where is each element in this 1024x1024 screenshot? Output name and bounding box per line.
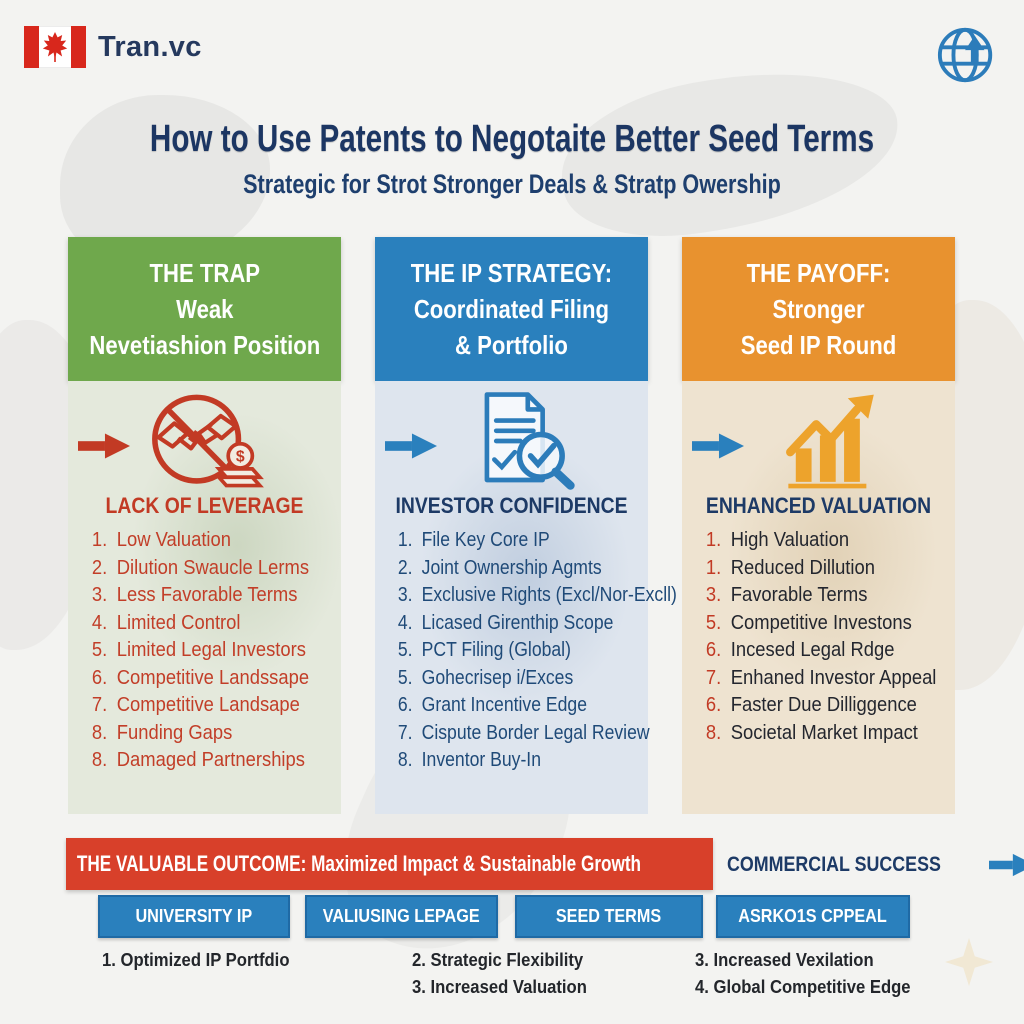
list-item: 1. Reduced Dillution: [705, 556, 875, 579]
bottom-box-label: ASRKO1S CPPEAL: [738, 906, 888, 926]
list-item: 7. Enhaned Investor Appeal: [705, 666, 937, 689]
blue-right-arrow-icon: [385, 433, 437, 459]
title-block: How to Use Patents to Negotaite Better S…: [0, 118, 1024, 200]
column-list: 1. File Key Core IP 2. Joint Ownership Agm…: [375, 527, 677, 775]
list-item: 6. Faster Due Dilliggence: [705, 694, 917, 716]
list-item: 4. Licased Girenthip Scope: [397, 611, 614, 634]
column-label: LACK OF LEVERAGE: [105, 493, 304, 518]
bottom-box-valuing-leverage: VALIUSING LEPAGE: [305, 895, 498, 938]
column-label: INVESTOR CONFIDENCE: [395, 493, 628, 518]
column-header-payoff: THE PAYOFF: Stronger Seed IP Round: [682, 237, 955, 381]
bottom-box-label: VALIUSING LEPAGE: [323, 906, 480, 926]
column-label: ENHANCED VALUATION: [705, 493, 932, 518]
list-item: 7. Cispute Border Legal Review: [397, 721, 650, 744]
list-item: 1. File Key Core IP: [397, 529, 550, 551]
brand-logo: Tran.vc: [24, 26, 202, 68]
bottom-box-label: UNIVERSITY IP: [135, 906, 253, 926]
column-header-text: THE IP STRATEGY: Coordinated Filing & Po…: [410, 258, 613, 360]
list-item: 5. Gohecrisep i/Exces: [397, 666, 574, 689]
list-item: 5. Limited Legal Investors: [91, 639, 306, 661]
list-item: 8. Funding Gaps: [91, 721, 233, 744]
column-body-the-trap: $ LACK OF LEVERAGE 1. Low Valuation 2. Dil…: [68, 381, 341, 814]
list-item: 8. Damaged Partnerships: [91, 749, 305, 771]
list-item: 5. PCT Filing (Global): [397, 639, 571, 661]
list-item: 8. Societal Market Impact: [705, 721, 918, 744]
column-header-the-trap: THE TRAP Weak Nevetiashion Position: [68, 237, 341, 381]
footer-note-line: 1. Optimized IP Portfdio: [102, 949, 290, 970]
outcome-banner-text: THE VALUABLE OUTCOME: Maximized Impact &…: [76, 851, 642, 876]
bottom-box-appeal: ASRKO1S CPPEAL: [716, 895, 910, 938]
footer-note-line: 2. Strategic Flexibility: [412, 949, 584, 970]
footer-note: 3. Increased Vexilation 4. Global Compet…: [695, 946, 911, 1000]
bottom-box-label: SEED TERMS: [556, 906, 662, 926]
column-header-text: THE PAYOFF: Stronger Seed IP Round: [740, 258, 897, 360]
bottom-box-seed-terms: SEED TERMS: [515, 895, 703, 938]
commercial-success: COMMERCIAL SUCCESS: [727, 852, 1024, 878]
column-body-ip-strategy: INVESTOR CONFIDENCE 1. File Key Core IP 2…: [375, 381, 677, 814]
list-item: 3. Favorable Terms: [705, 584, 868, 606]
red-right-arrow-icon: [78, 433, 130, 459]
footer-note-line: 3. Increased Valuation: [412, 976, 587, 997]
brand-name: Tran.vc: [98, 30, 202, 63]
blue-right-arrow-icon: [988, 853, 1024, 877]
list-item: 2. Dilution Swaucle Lerms: [91, 556, 310, 579]
footer-note-line: 3. Increased Vexilation: [695, 949, 874, 970]
svg-text:$: $: [235, 448, 244, 465]
list-item: 3. Less Favorable Terms: [91, 584, 298, 606]
footer-note: 2. Strategic Flexibility 3. Increased Va…: [412, 946, 587, 1000]
no-handshake-money-icon: $: [151, 394, 264, 488]
commercial-success-label: COMMERCIAL SUCCESS: [727, 853, 941, 876]
column-header-text: THE TRAP Weak Nevetiashion Position: [89, 258, 320, 360]
column-list: 1. Low Valuation 2. Dilution Swaucle Lerms…: [68, 527, 319, 775]
list-item: 4. Limited Control: [91, 611, 241, 634]
column-body-payoff: ENHANCED VALUATION 1. High Valuation 1. Re…: [682, 381, 955, 814]
page-subtitle: Strategic for Strot Stronger Deals & Str…: [243, 169, 781, 199]
list-item: 5. Competitive Investons: [705, 611, 912, 634]
bottom-box-university-ip: UNIVERSITY IP: [98, 895, 290, 938]
column-header-ip-strategy: THE IP STRATEGY: Coordinated Filing & Po…: [375, 237, 648, 381]
list-item: 6. Grant Incentive Edge: [397, 694, 587, 716]
outcome-banner: THE VALUABLE OUTCOME: Maximized Impact &…: [66, 838, 713, 890]
list-item: 3. Exclusive Rights (Excl/Nor-Excll): [397, 584, 677, 606]
column-list: 1. High Valuation 1. Reduced Dillution 3. F…: [682, 527, 937, 747]
canada-flag-icon: [24, 26, 86, 68]
list-item: 1. Low Valuation: [91, 529, 231, 551]
list-item: 6. Incesed Legal Rdge: [705, 639, 895, 661]
page-title: How to Use Patents to Negotaite Better S…: [149, 118, 875, 160]
footer-note-line: 4. Global Competitive Edge: [695, 976, 911, 997]
list-item: 6. Competitive Landssape: [91, 666, 310, 689]
list-item: 2. Joint Ownership Agmts: [397, 556, 602, 579]
growth-bar-chart-icon: [785, 394, 874, 489]
sparkle-decoration: [945, 938, 993, 986]
list-item: 1. High Valuation: [705, 529, 850, 551]
globe-up-arrow-icon: [937, 27, 993, 83]
list-item: 7. Competitive Landsape: [91, 694, 300, 716]
document-check-magnifier-icon: [484, 392, 575, 490]
list-item: 8. Inventor Buy-In: [397, 749, 541, 771]
blue-right-arrow-icon: [692, 433, 744, 459]
footer-note: 1. Optimized IP Portfdio: [102, 946, 289, 973]
